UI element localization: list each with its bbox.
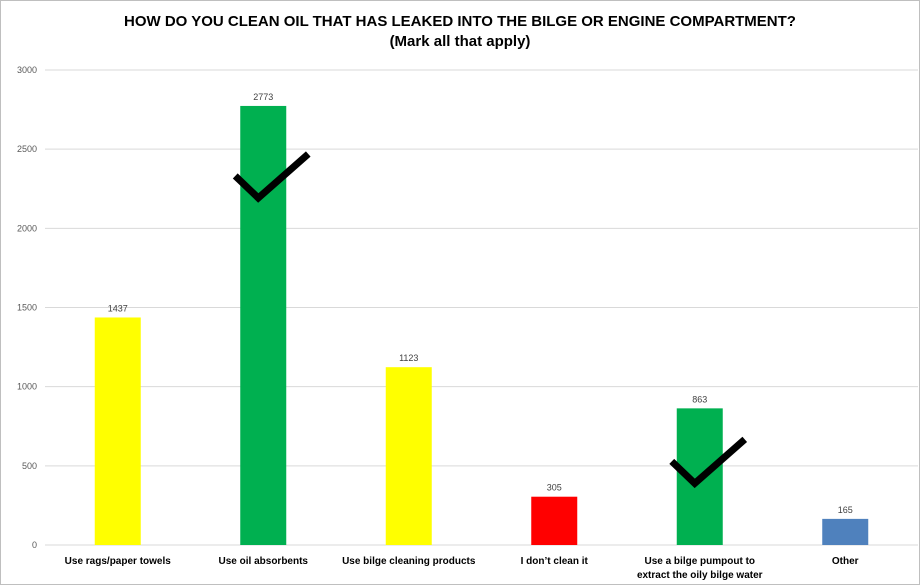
y-tick-label: 0 — [32, 540, 37, 550]
y-tick-label: 1000 — [17, 382, 37, 392]
data-label: 2773 — [253, 92, 273, 102]
y-tick-label: 1500 — [17, 303, 37, 313]
data-label: 1123 — [399, 353, 418, 363]
data-label: 1437 — [108, 303, 128, 313]
x-tick-label: extract the oily bilge water — [637, 570, 763, 581]
checkmark-icon — [669, 436, 748, 489]
x-tick-label: Use a bilge pumpout to — [644, 556, 755, 567]
y-tick-label: 3000 — [17, 65, 37, 75]
bar — [94, 317, 141, 545]
data-label: 165 — [838, 505, 853, 515]
chart-subtitle-text: (Mark all that apply) — [389, 33, 531, 50]
bar — [385, 367, 432, 545]
x-tick-label: I don’t clean it — [521, 556, 589, 567]
y-tick-label: 2000 — [17, 223, 37, 233]
bar — [531, 496, 578, 545]
chart-title-text: HOW DO YOU CLEAN OIL THAT HAS LEAKED INT… — [124, 13, 796, 30]
data-label: 305 — [547, 483, 562, 493]
bar — [822, 518, 869, 545]
y-tick-label: 2500 — [17, 144, 37, 154]
x-tick-label: Use rags/paper towels — [65, 556, 172, 567]
chart-title: HOW DO YOU CLEAN OIL THAT HAS LEAKED INT… — [0, 12, 920, 52]
checkmark-icon — [232, 151, 311, 203]
x-tick-label: Use bilge cleaning products — [342, 556, 476, 567]
data-label: 863 — [692, 394, 707, 404]
x-tick-label: Other — [832, 556, 859, 567]
y-tick-label: 500 — [22, 461, 37, 471]
x-tick-label: Use oil absorbents — [219, 556, 309, 567]
bar — [240, 105, 287, 546]
